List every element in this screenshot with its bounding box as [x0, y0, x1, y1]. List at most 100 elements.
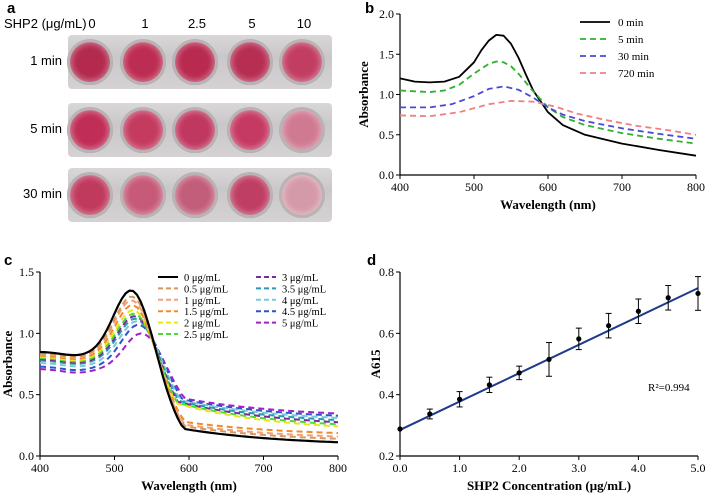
panel-label-c: c: [4, 252, 13, 269]
concentration-label: 5: [248, 16, 256, 31]
x-tick-label: 0.0: [393, 461, 408, 475]
sample-well: [120, 172, 166, 218]
y-tick-label: 0.5: [19, 388, 34, 402]
y-tick-label: 1.5: [379, 47, 394, 61]
x-tick-label: 800: [329, 461, 347, 475]
sample-well: [120, 39, 166, 85]
time-row-label: 5 min: [30, 121, 62, 136]
series-line: [39, 323, 339, 417]
time-row-label: 1 min: [30, 53, 62, 68]
legend-label: 0 min: [618, 17, 644, 29]
sample-well: [279, 39, 325, 85]
y-tick-label: 1.5: [19, 265, 34, 279]
series-line: [400, 85, 697, 140]
x-tick-label: 5.0: [691, 461, 706, 475]
legend-label: 0 μg/mL: [184, 273, 220, 284]
data-point: [606, 323, 612, 329]
panel-label-b: b: [365, 0, 375, 17]
x-tick-label: 800: [687, 180, 705, 194]
sample-well: [67, 39, 113, 85]
legend-label: 4.5 μg/mL: [282, 307, 326, 318]
data-point: [397, 426, 403, 432]
y-tick-label: 0.6: [379, 326, 394, 340]
y-tick-label: 0.5: [379, 128, 394, 142]
x-tick-label: 400: [31, 461, 49, 475]
x-tick-label: 4.0: [631, 461, 646, 475]
y-axis-title: Absorbance: [356, 61, 371, 128]
concentration-label: 1: [141, 16, 149, 31]
series-line: [39, 312, 339, 426]
legend-label: 1.5 μg/mL: [184, 307, 228, 318]
x-axis-title: Wavelength (nm): [500, 197, 596, 212]
series-line: [399, 34, 697, 157]
series-line: [39, 317, 339, 422]
data-point: [695, 290, 701, 297]
series-line: [39, 309, 339, 428]
plate-strip: [67, 103, 332, 157]
time-row-label: 30 min: [22, 186, 62, 201]
data-point: [635, 308, 641, 314]
data-point: [576, 336, 582, 342]
x-tick-label: 500: [106, 461, 124, 475]
x-tick-label: 600: [539, 180, 557, 194]
x-tick-label: 2.0: [512, 461, 527, 475]
series-line: [39, 315, 339, 424]
data-point: [516, 370, 522, 376]
y-tick-label: 0.4: [379, 388, 394, 402]
shp2-header-label: SHP2 (μg/mL): [4, 16, 87, 31]
legend-label: 720 min: [618, 68, 655, 80]
legend-label: 3.5 μg/mL: [282, 284, 326, 295]
y-tick-label: 0.0: [379, 168, 394, 182]
y-tick-label: 2.0: [379, 7, 394, 21]
x-tick-label: 3.0: [571, 461, 586, 475]
sample-well: [172, 39, 218, 85]
sample-well: [67, 172, 113, 218]
plate-strip: [67, 35, 332, 89]
panel-label-d: d: [367, 252, 377, 269]
legend-label: 30 min: [618, 51, 649, 63]
x-tick-label: 600: [180, 461, 198, 475]
concentration-label: 2.5: [187, 16, 207, 31]
sample-well: [279, 107, 325, 153]
chart-b-absorbance-time: 400 500 600 700 800 0.0 0.5 1.0 1.5 2.0 Wavelength…: [356, 7, 705, 212]
series-line: [399, 60, 697, 145]
x-axis-title: Wavelength (nm): [141, 478, 237, 493]
legend-label: 2 μg/mL: [184, 319, 220, 330]
x-tick-label: 1.0: [452, 461, 467, 475]
y-tick-label: 1.0: [19, 326, 34, 340]
sample-well: [227, 39, 273, 85]
r-squared-annotation: R²=0.994: [648, 382, 690, 394]
data-point: [486, 382, 492, 388]
x-tick-label: 400: [391, 180, 409, 194]
chart-d-calibration: 0.0 1.0 2.0 3.0 4.0 5.0 0.2 0.4 0.6 0.8 SHP2 Conce…: [368, 265, 706, 493]
series-line: [39, 295, 339, 440]
legend-label: 2.5 μg/mL: [184, 330, 228, 341]
series-line: [39, 289, 339, 444]
series-line: [39, 304, 339, 434]
series-line: [399, 100, 697, 136]
y-tick-label: 0.8: [379, 265, 394, 279]
legend-label: 3 μg/mL: [282, 273, 318, 284]
sample-well: [172, 107, 218, 153]
x-tick-label: 700: [255, 461, 273, 475]
legend-label: 5 μg/mL: [282, 319, 318, 330]
x-tick-label: 500: [465, 180, 483, 194]
data-point: [427, 411, 433, 417]
plate-strip: [67, 168, 332, 222]
legend-label: 4 μg/mL: [282, 296, 318, 307]
data-point: [457, 396, 463, 402]
x-tick-label: 700: [613, 180, 631, 194]
data-point: [546, 356, 552, 362]
panel-label-a: a: [7, 0, 16, 17]
sample-well: [227, 107, 273, 153]
legend-label: 5 min: [618, 34, 644, 46]
y-axis-title: A615: [368, 349, 383, 378]
legend-label: 0.5 μg/mL: [184, 284, 228, 295]
y-tick-label: 0.2: [379, 449, 394, 463]
series-line: [39, 320, 339, 419]
concentration-label: 10: [296, 16, 312, 31]
series-line: [39, 299, 339, 438]
series-line: [39, 332, 339, 415]
sample-well: [227, 172, 273, 218]
x-axis-title: SHP2 Concentration (μg/mL): [467, 478, 631, 493]
